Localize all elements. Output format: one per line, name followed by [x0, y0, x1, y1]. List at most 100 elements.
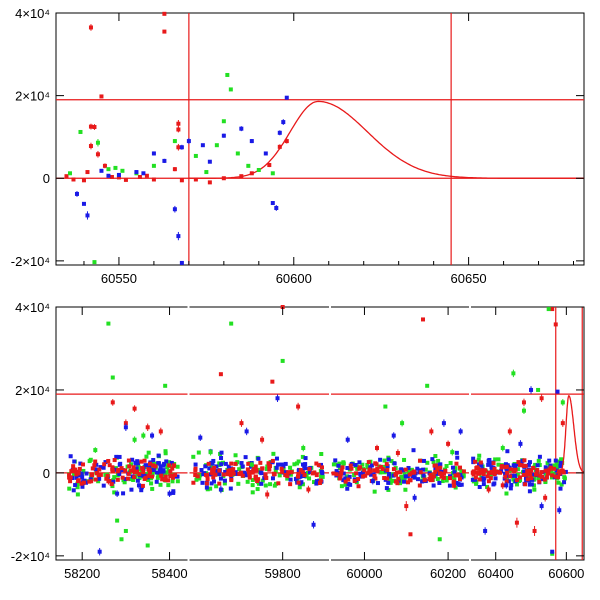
bottom-cluster-0-2-18: [143, 475, 148, 480]
bottom-cluster-3-1-55: [531, 472, 536, 477]
bottom-blue-point-21: [550, 549, 555, 554]
bottom-cluster-1-2-85: [296, 471, 301, 476]
bottom-cluster-0-0-86: [72, 472, 77, 477]
bottom-cluster-0-2-13: [110, 465, 115, 470]
bottom-cluster-2-2-50: [447, 476, 452, 481]
bottom-cluster-3-1-69: [506, 479, 511, 484]
top-reference-lines: [56, 13, 584, 265]
bottom-cluster-2-1-81: [369, 463, 374, 468]
top-blue-point-13: [200, 143, 205, 148]
bottom-cluster-3-0-8: [476, 457, 481, 462]
bottom-cluster-3-0-71: [517, 478, 522, 483]
bottom-cluster-1-2-54: [276, 481, 281, 486]
bottom-green-point-2: [115, 518, 120, 523]
bottom-cluster-1-0-87: [222, 481, 227, 486]
bottom-cluster-1-0-52: [255, 487, 260, 492]
bottom-cluster-0-1-28: [71, 488, 76, 493]
top-red-point-22: [207, 180, 212, 185]
bottom-panel-full: 58200 58400 59800 60000 60200 60400 60600 -2×10…: [11, 300, 585, 581]
top-green-point-1: [95, 140, 100, 145]
bottom-cluster-2-1-46: [411, 448, 416, 453]
bottom-cluster-0-2-75: [69, 469, 74, 474]
bottom-cluster-2-0-45: [337, 466, 342, 471]
bottom-xtick-label-5: 60400: [478, 566, 514, 581]
bottom-cluster-3-0-29: [543, 480, 548, 485]
bottom-cluster-0-1-14: [121, 491, 126, 496]
bottom-red-point-31: [543, 495, 548, 500]
bottom-cluster-0-0-63: [112, 475, 117, 480]
bottom-cluster-1-0-83: [197, 476, 202, 481]
bottom-cluster-2-1-40: [348, 482, 353, 487]
bottom-cluster-1-1-79: [259, 471, 264, 476]
bottom-cluster-3-0-40: [531, 483, 536, 488]
bottom-cluster-2-1-0: [384, 486, 389, 491]
bottom-cluster-0-1-89: [141, 473, 146, 478]
top-blue-point-12: [186, 139, 191, 144]
bottom-cluster-3-2-20: [535, 468, 540, 473]
bottom-blue-point-0: [97, 549, 102, 554]
bottom-cluster-1-2-74: [314, 473, 319, 478]
bottom-cluster-0-1-85: [97, 476, 102, 481]
bottom-reference-lines: [56, 306, 584, 561]
bottom-cluster-1-2-84: [264, 475, 269, 480]
bottom-cluster-1-2-69: [217, 468, 222, 473]
bottom-cluster-3-2-89: [525, 471, 530, 476]
bottom-red-point-27: [550, 307, 555, 312]
bottom-cluster-0-2-34: [120, 475, 125, 480]
bottom-cluster-1-2-39: [307, 467, 312, 472]
bottom-cluster-1-2-2: [191, 480, 196, 485]
bottom-green-point-3: [119, 537, 124, 542]
top-blue-point-20: [274, 205, 279, 210]
bottom-cluster-2-2-53: [375, 469, 380, 474]
bottom-cluster-3-2-59: [531, 465, 536, 470]
bottom-cluster-1-2-22: [213, 472, 218, 477]
bottom-cluster-2-1-25: [452, 470, 457, 475]
bottom-cluster-2-0-73: [389, 479, 394, 484]
bottom-cluster-1-1-84: [203, 464, 208, 469]
bottom-cluster-0-2-70: [131, 467, 136, 472]
bottom-cluster-1-0-14: [307, 476, 312, 481]
bottom-cluster-2-0-68: [365, 465, 370, 470]
bottom-cluster-1-0-84: [297, 485, 302, 490]
bottom-cluster-0-1-54: [135, 478, 140, 483]
bottom-cluster-2-1-86: [430, 457, 435, 462]
bottom-cluster-1-2-82: [221, 472, 226, 477]
bottom-cluster-2-0-5: [451, 475, 456, 480]
bottom-cluster-1-0-50: [214, 484, 219, 489]
bottom-blue-point-13: [391, 433, 396, 438]
bottom-cluster-1-2-12: [247, 473, 252, 478]
bottom-cluster-0-0-30: [136, 465, 141, 470]
bottom-cluster-3-0-1: [485, 484, 490, 489]
bottom-cluster-0-0-81: [170, 479, 175, 484]
bottom-cluster-1-0-71: [292, 462, 297, 467]
bottom-cluster-1-1-69: [243, 473, 248, 478]
bottom-cluster-2-2-77: [428, 472, 433, 477]
bottom-green-point-15: [383, 404, 388, 409]
bottom-cluster-1-2-55: [229, 478, 234, 483]
bottom-cluster-2-1-13: [415, 466, 420, 471]
top-red-point-17: [176, 127, 181, 132]
bottom-cluster-2-0-22: [440, 479, 445, 484]
bottom-cluster-0-1-69: [171, 490, 176, 495]
bottom-green-point-1: [110, 375, 115, 380]
bottom-cluster-3-0-49: [552, 463, 557, 468]
bottom-cluster-2-2-75: [356, 476, 361, 481]
bottom-cluster-1-1-39: [240, 464, 245, 469]
bottom-cluster-2-1-58: [387, 471, 392, 476]
top-xtick-label-0: 60550: [101, 271, 137, 286]
bottom-cluster-2-1-30: [421, 473, 426, 478]
bottom-cluster-0-1-83: [158, 468, 163, 473]
bottom-cluster-2-0-60: [382, 464, 387, 469]
top-red-point-7: [85, 170, 90, 175]
bottom-cluster-2-2-14: [454, 461, 459, 466]
bottom-cluster-3-0-38: [532, 487, 537, 492]
bottom-cluster-1-1-40: [239, 461, 244, 466]
bottom-cluster-1-1-34: [293, 477, 298, 482]
bottom-cluster-0-1-62: [114, 454, 119, 459]
bottom-red-point-16: [404, 504, 409, 509]
bottom-cluster-2-2-33: [407, 472, 412, 477]
bottom-cluster-2-2-76: [385, 467, 390, 472]
bottom-cluster-0-1-11: [151, 458, 156, 463]
bottom-cluster-3-2-66: [492, 469, 497, 474]
